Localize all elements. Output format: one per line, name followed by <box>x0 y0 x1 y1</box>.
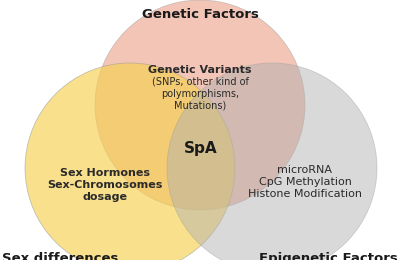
Text: Sex Hormones
Sex-Chromosomes
dosage: Sex Hormones Sex-Chromosomes dosage <box>47 168 163 202</box>
Text: Epigenetic Factors: Epigenetic Factors <box>259 252 398 260</box>
Text: Genetic Factors: Genetic Factors <box>142 8 258 21</box>
Text: Genetic Variants: Genetic Variants <box>148 65 252 75</box>
Text: microRNA
CpG Methylation
Histone Modification: microRNA CpG Methylation Histone Modific… <box>248 165 362 199</box>
Circle shape <box>95 0 305 210</box>
Text: SpA: SpA <box>184 140 218 155</box>
Circle shape <box>167 63 377 260</box>
Circle shape <box>25 63 235 260</box>
Text: Sex differences: Sex differences <box>2 252 118 260</box>
Text: (SNPs, other kind of
polymorphisms,
Mutations): (SNPs, other kind of polymorphisms, Muta… <box>152 77 248 110</box>
